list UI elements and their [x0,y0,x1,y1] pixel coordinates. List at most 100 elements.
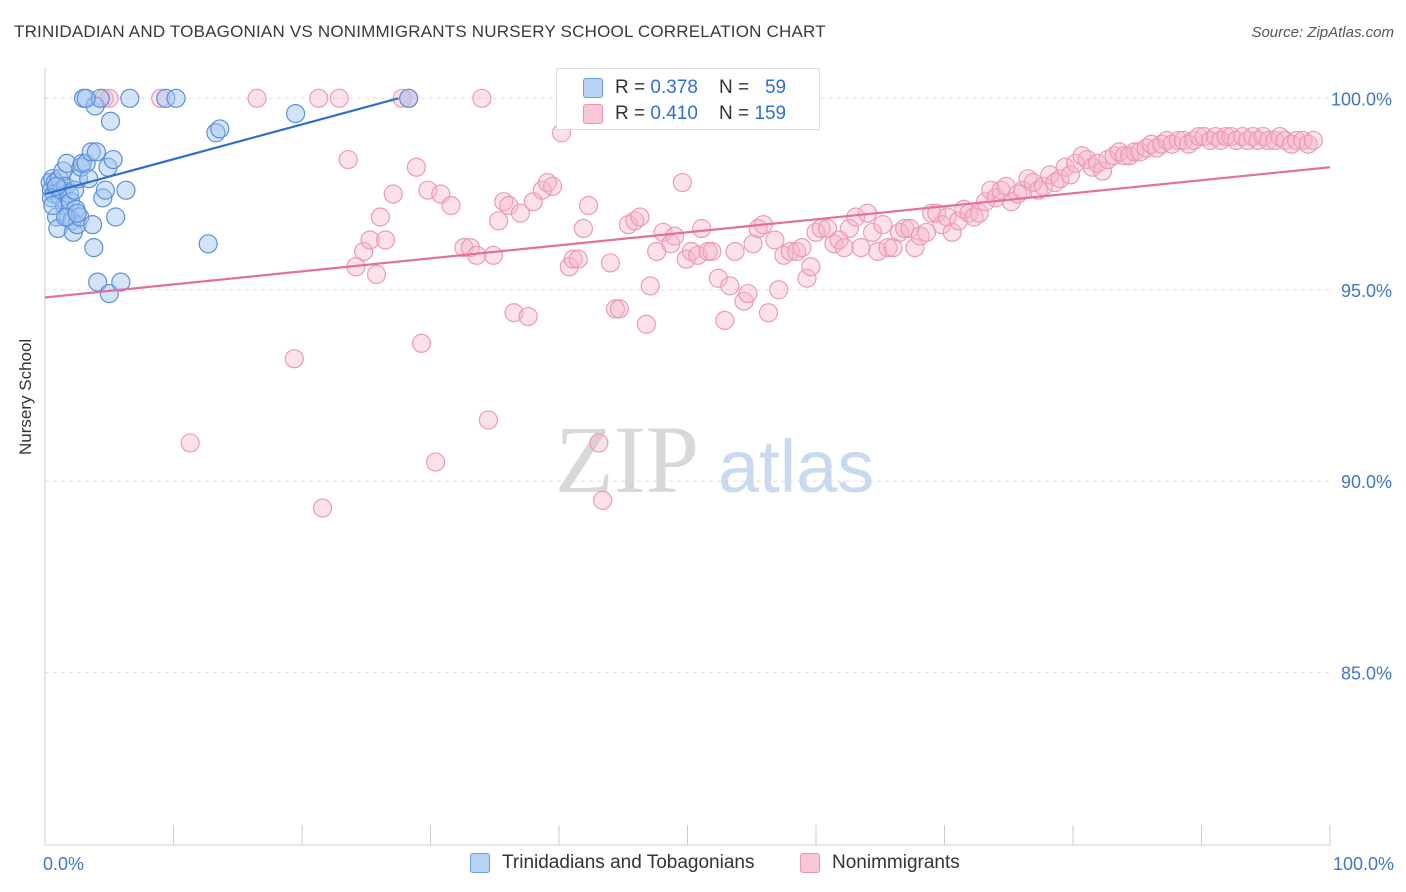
point-nonimmigrants [625,211,645,231]
point-nonimmigrants [1200,130,1221,151]
point-nonimmigrants [895,218,915,239]
point-nonimmigrants [1141,134,1161,154]
legend-swatch-pink [800,853,820,873]
point-nonimmigrants [665,226,685,246]
point-nonimmigrants [180,433,200,453]
point-trinidadians [67,203,87,223]
point-nonimmigrants [640,276,660,296]
point-nonimmigrants [792,238,812,258]
point-nonimmigrants [801,257,821,277]
point-trinidadians [210,119,230,139]
point-nonimmigrants [568,249,588,269]
point-nonimmigrants [589,433,609,453]
x-tick-label: 0.0% [43,854,84,874]
point-nonimmigrants [1281,134,1302,154]
point-trinidadians [206,123,226,143]
point-nonimmigrants [964,207,984,227]
trend-line-nonimmigrants [44,166,1331,299]
legend-n-value: 59 [764,77,787,98]
point-nonimmigrants [780,241,800,262]
point-nonimmigrants [483,245,504,265]
point-nonimmigrants [868,241,888,262]
scatter-points [40,88,1323,518]
point-trinidadians [95,180,115,200]
legend-r-label: R = [615,77,651,98]
point-nonimmigrants [702,241,722,262]
point-nonimmigrants [1179,134,1199,154]
tick-labels: 100.0% 95.0% 90.0% 85.0% 0.0% 100.0% [43,89,1394,874]
point-nonimmigrants [873,215,893,235]
point-nonimmigrants [489,211,509,231]
point-trinidadians [285,104,306,124]
point-nonimmigrants [725,241,745,262]
point-nonimmigrants [360,230,380,250]
point-nonimmigrants [720,276,740,296]
point-nonimmigrants [1216,126,1236,147]
point-nonimmigrants [312,498,333,518]
chart-title: TRINIDADIAN AND TOBAGONIAN VS NONIMMIGRA… [14,22,826,41]
point-nonimmigrants [949,211,969,231]
point-nonimmigrants [1125,142,1145,162]
point-trinidadians [111,272,131,292]
point-nonimmigrants [537,172,558,193]
point-nonimmigrants [1258,130,1278,151]
point-nonimmigrants [563,249,583,269]
point-nonimmigrants [1293,130,1313,151]
point-nonimmigrants [542,176,563,196]
y-tick-label: 95.0% [1341,281,1392,301]
point-nonimmigrants [1298,134,1318,154]
point-nonimmigrants [1060,165,1081,185]
legend-r-value: 0.410 [650,103,698,124]
point-nonimmigrants [692,218,712,239]
point-nonimmigrants [411,333,432,353]
point-nonimmigrants [284,349,304,369]
y-tick-label: 90.0% [1341,472,1392,492]
point-nonimmigrants [688,245,708,265]
point-nonimmigrants [1109,142,1129,162]
point-nonimmigrants [1253,126,1273,147]
point-nonimmigrants [609,299,629,319]
point-nonimmigrants [499,195,519,216]
point-nonimmigrants [406,157,426,177]
point-trinidadians [90,88,110,108]
point-nonimmigrants [672,172,692,193]
point-nonimmigrants [862,222,883,242]
point-nonimmigrants [942,222,962,242]
point-nonimmigrants [460,238,480,258]
point-nonimmigrants [354,241,374,262]
y-axis-label: Nursery School [16,338,35,455]
point-nonimmigrants [927,203,947,223]
y-tick-label: 100.0% [1331,89,1392,109]
point-nonimmigrants [1243,126,1263,147]
point-trinidadians [166,88,186,108]
point-nonimmigrants [851,238,871,258]
point-nonimmigrants [1136,138,1156,158]
chart-source: Source: ZipAtlas.com [1251,24,1394,41]
trend-line-trinidadians [44,97,399,196]
point-trinidadians [57,153,77,173]
point-nonimmigrants [1189,126,1209,147]
legend-swatch-blue [583,78,603,98]
point-nonimmigrants [834,238,854,258]
point-nonimmigrants [969,203,989,223]
point-nonimmigrants [1082,157,1102,177]
point-nonimmigrants [1157,130,1177,151]
point-nonimmigrants [889,222,910,242]
point-trinidadians [116,180,136,200]
point-trinidadians [198,234,218,254]
point-nonimmigrants [1303,130,1323,151]
stats-legend: R = 0.378 N = 59 R = 0.410 N = 159 [556,68,820,130]
point-nonimmigrants [578,195,599,216]
point-nonimmigrants [472,88,492,108]
legend-label-trinidadians: Trinidadians and Tobagonians [502,852,755,873]
legend-swatch-blue [470,853,490,873]
x-tick-label: 100.0% [1333,854,1394,874]
legend-n-label: N = [719,103,755,124]
point-nonimmigrants [1119,146,1140,166]
point-nonimmigrants [905,238,925,258]
point-nonimmigrants [370,207,390,227]
point-trinidadians [156,88,176,108]
point-nonimmigrants [636,314,656,334]
legend-r-label: R = [615,103,651,124]
point-trinidadians [100,111,121,131]
